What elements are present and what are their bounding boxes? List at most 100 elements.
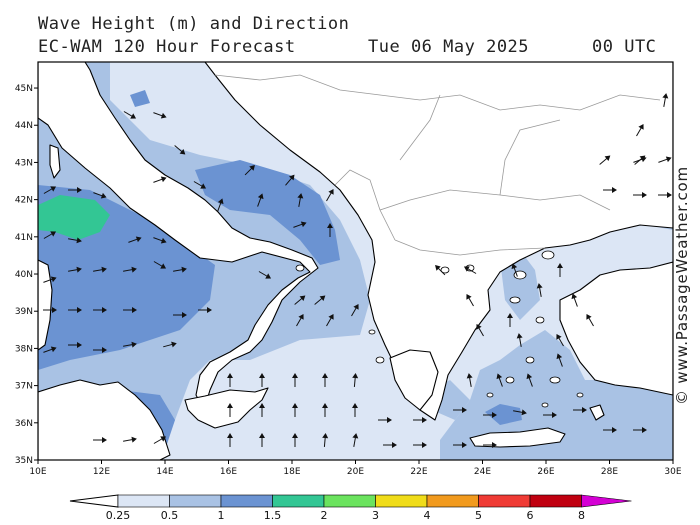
direction-arrow [513,409,527,416]
direction-arrow [257,193,264,207]
rhodes [589,404,605,421]
colorbar-label: 5 [475,509,482,522]
lon-tick-label: 14E [156,467,173,477]
direction-arrow [173,312,187,318]
direction-arrow [68,237,82,244]
lon-tick-label: 26E [537,467,554,477]
direction-arrow [68,187,82,193]
direction-arrow [285,174,295,186]
direction-arrow [174,145,186,155]
direction-arrow [327,223,333,237]
direction-arrow [93,266,107,273]
credit-text: © www.PassageWeather.com [673,166,691,405]
anatolia [559,261,673,396]
direction-arrow [476,323,484,337]
peloponnese [389,349,439,411]
direction-arrow [573,407,587,413]
lon-tick-label: 24E [474,467,491,477]
direction-arrow [496,373,503,387]
direction-arrow [507,313,513,327]
direction-arrow [483,442,497,448]
landmass [38,62,673,460]
direction-arrow [435,265,446,276]
lon-tick-label: 12E [93,467,110,477]
colorbar-swatch [220,494,273,508]
direction-arrow [123,266,137,273]
wave-direction-arrows [43,93,672,448]
chart-title: Wave Height (m) and Direction [38,14,350,34]
colorbar-label: 8 [578,509,585,522]
direction-arrow [351,303,359,317]
colorbar-label: 0.5 [161,509,179,522]
balkans [159,62,673,421]
direction-arrow [378,417,392,423]
direction-arrow [296,313,304,327]
lon-tick-label: 30E [664,467,681,477]
italy [38,62,319,411]
direction-arrow [599,155,611,165]
lon-tick-label: 22E [410,467,427,477]
forecast-date: Tue 06 May 2025 [368,37,530,57]
direction-arrow [516,333,523,347]
direction-arrow [536,283,543,297]
colorbar-swatch [272,494,325,508]
direction-arrow [636,123,644,137]
direction-arrow [43,346,57,353]
direction-arrow [322,403,328,417]
colorbar-swatch [117,494,170,508]
direction-arrow [128,236,142,243]
chart-subtitle: EC-WAM 120 Hour Forecast [38,37,296,57]
islands [295,250,584,408]
direction-arrow [453,407,467,413]
lat-tick-label: 42N [15,196,33,206]
sardinia [38,259,53,351]
direction-arrow [662,93,669,107]
direction-arrow [43,231,57,239]
direction-arrow [227,403,233,417]
direction-arrow [43,186,57,194]
direction-arrow [483,412,497,418]
lon-tick-label: 28E [601,467,618,477]
lat-tick-label: 35N [15,456,33,466]
corsica [49,144,61,179]
north-africa [38,379,171,460]
direction-arrow [93,307,107,313]
direction-arrow [93,192,107,199]
colorbar-swatch [529,494,582,508]
direction-arrow [413,417,427,423]
lon-axis: 10E 12E 14E 16E 18E 20E 22E 24E 26E 28E 30E [29,460,682,477]
map-area [38,62,673,460]
direction-arrow [352,403,358,417]
direction-arrow [352,433,359,447]
direction-arrow [556,353,563,367]
direction-arrow [314,295,326,305]
direction-arrow [227,433,233,447]
direction-arrow [68,266,82,273]
direction-arrow [466,373,473,387]
direction-arrow [556,333,564,347]
direction-arrow [123,436,137,443]
direction-arrow [153,176,167,183]
lon-tick-label: 16E [220,467,237,477]
colorbar-label: 1.5 [264,509,282,522]
direction-arrow [326,313,334,327]
direction-arrow [603,427,617,433]
direction-arrow [586,313,594,327]
lat-axis: 35N 36N 37N 38N 39N 40N 41N 42N 43N 44N 45N [15,84,38,466]
lat-tick-label: 41N [15,233,33,243]
direction-arrow [297,193,304,207]
direction-arrow [68,307,82,313]
forecast-time: 00 UTC [592,37,657,57]
colorbar-label: 2 [321,509,328,522]
direction-arrow [68,342,82,348]
colorbar-label: 6 [527,509,534,522]
direction-arrow [43,276,57,283]
lat-tick-label: 45N [15,84,33,94]
direction-arrow [658,156,672,163]
direction-arrow [93,347,107,353]
colorbar-swatch [323,494,376,508]
direction-arrow [543,412,557,418]
direction-arrow [259,433,265,447]
lat-tick-label: 36N [15,419,33,429]
direction-arrow [292,403,298,417]
